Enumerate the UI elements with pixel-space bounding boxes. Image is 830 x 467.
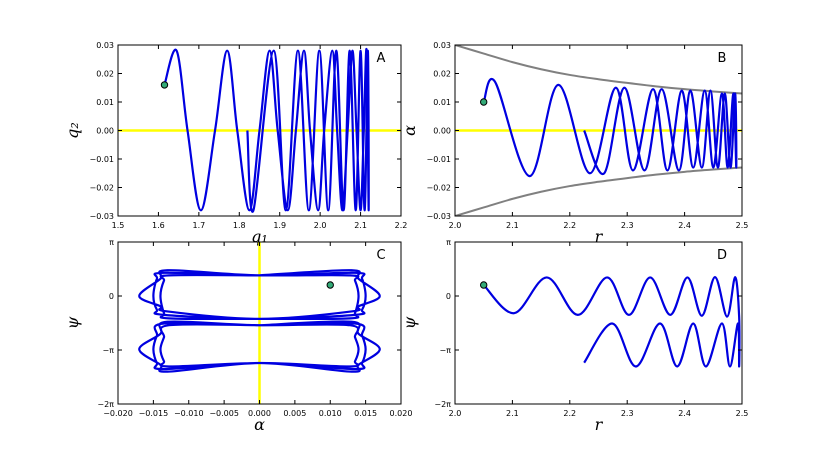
y-tick-label: −2π — [434, 400, 451, 409]
x-tick-label: 0.000 — [248, 409, 271, 418]
x-tick-label: 2.0 — [314, 221, 327, 230]
y-tick-label: 0.02 — [433, 70, 451, 79]
x-tick-label: −0.015 — [139, 409, 169, 418]
start-marker — [480, 281, 488, 289]
x-tick-label: 1.6 — [152, 221, 165, 230]
x-axis-label: r — [595, 227, 604, 246]
y-tick-label: −π — [439, 346, 451, 355]
y-tick-label: 0.01 — [433, 98, 451, 107]
y-tick-label: π — [109, 238, 114, 247]
x-tick-label: 2.0 — [449, 409, 462, 418]
y-axis-label: ψ — [400, 316, 419, 329]
y-tick-label: −0.03 — [426, 212, 451, 221]
x-tick-label: 0.020 — [390, 409, 413, 418]
x-tick-label: 2.5 — [736, 221, 749, 230]
panel-label: D — [717, 248, 727, 263]
x-tick-label: 2.3 — [621, 221, 634, 230]
x-tick-label: 0.015 — [354, 409, 377, 418]
x-tick-label: −0.010 — [174, 409, 204, 418]
y-tick-label: 0.01 — [96, 98, 114, 107]
y-tick-label: −2π — [97, 400, 114, 409]
x-tick-label: 1.5 — [112, 221, 125, 230]
curve — [138, 320, 381, 373]
y-tick-label: 0.02 — [96, 70, 114, 79]
x-tick-label: 0.010 — [319, 409, 342, 418]
y-tick-label: −0.01 — [426, 155, 451, 164]
panel-label: B — [718, 51, 727, 66]
curve — [455, 166, 742, 216]
y-tick-label: 0.00 — [96, 127, 114, 136]
axes-frame — [454, 241, 743, 405]
x-axis-label: r — [595, 415, 604, 434]
y-tick-label: π — [446, 238, 451, 247]
panel-label: A — [377, 51, 386, 66]
x-tick-label: 2.2 — [563, 409, 576, 418]
x-tick-label: −0.020 — [103, 409, 133, 418]
x-axis-label: α — [254, 415, 265, 434]
y-tick-label: 0 — [446, 292, 451, 301]
plot-area — [138, 242, 381, 404]
y-axis-label: α — [400, 125, 419, 136]
x-tick-label: 2.1 — [506, 221, 519, 230]
y-tick-label: −0.01 — [89, 155, 114, 164]
y-tick-label: −π — [102, 346, 114, 355]
y-axis-label: ψ — [63, 316, 82, 329]
y-tick-label: 0.00 — [433, 127, 451, 136]
x-tick-label: 1.9 — [273, 221, 286, 230]
x-tick-label: 2.5 — [736, 409, 749, 418]
start-marker — [326, 281, 334, 289]
y-tick-label: −0.03 — [89, 212, 114, 221]
x-tick-label: 2.2 — [563, 221, 576, 230]
y-tick-label: −0.02 — [426, 184, 451, 193]
curve — [138, 269, 381, 321]
y-tick-label: 0 — [109, 292, 114, 301]
curve — [163, 47, 370, 213]
panel-label: C — [376, 248, 385, 263]
plot-area — [482, 275, 741, 368]
start-marker — [160, 81, 169, 89]
x-tick-label: 2.4 — [678, 409, 691, 418]
x-tick-label: 2.2 — [395, 221, 408, 230]
x-tick-label: 1.8 — [233, 221, 246, 230]
curve — [482, 275, 741, 368]
x-tick-label: 2.1 — [354, 221, 367, 230]
y-tick-label: 0.03 — [96, 41, 114, 50]
x-tick-label: 1.7 — [192, 221, 205, 230]
y-tick-label: 0.03 — [433, 41, 451, 50]
x-tick-label: 2.4 — [678, 221, 691, 230]
y-tick-label: −0.02 — [89, 184, 114, 193]
plot-area — [455, 45, 742, 216]
x-tick-label: 2.3 — [621, 409, 634, 418]
x-axis-label: q₁ — [251, 227, 268, 246]
x-tick-label: 0.005 — [283, 409, 306, 418]
y-axis-label: q₂ — [63, 122, 82, 139]
x-tick-label: 2.0 — [449, 221, 462, 230]
x-tick-label: −0.005 — [209, 409, 239, 418]
x-tick-label: 2.1 — [506, 409, 519, 418]
start-marker — [480, 98, 488, 106]
curve — [482, 78, 738, 178]
plot-area — [118, 47, 401, 213]
curve — [455, 45, 742, 95]
